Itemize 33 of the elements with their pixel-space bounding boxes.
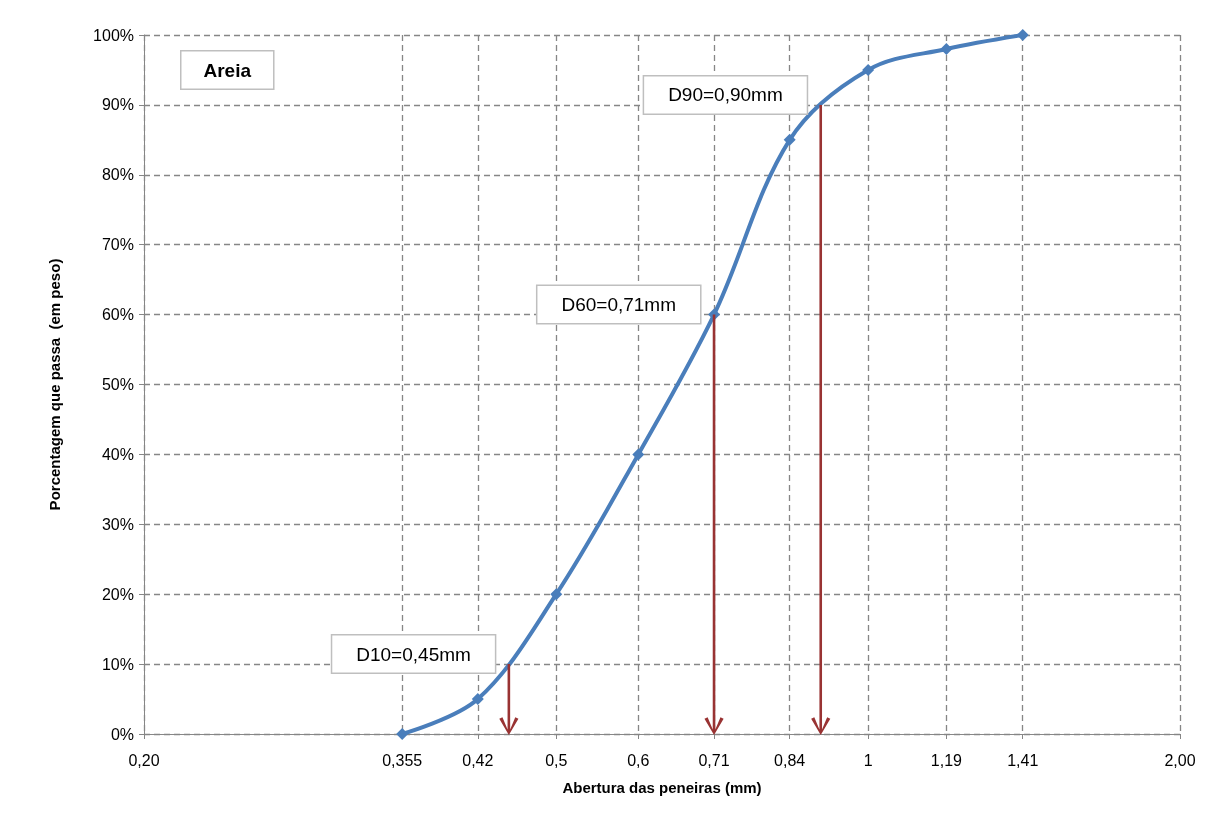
point: [396, 728, 409, 740]
annotation: D90=0,90mm: [668, 84, 783, 106]
y-axis-title: Porcentagem que passa (em peso): [46, 258, 63, 511]
x-tick-label: 0,5: [545, 751, 568, 769]
x-tick-label: 0,20: [128, 751, 160, 769]
annotation: D60=0,71mm: [561, 294, 677, 316]
y-tick-label: 70%: [101, 236, 134, 254]
x-tick-label: 1,41: [1007, 751, 1039, 769]
text: Areia: [203, 59, 252, 81]
y-tick-label: 80%: [101, 166, 134, 184]
point: [783, 133, 796, 146]
y-tick-label: 40%: [101, 445, 134, 463]
point: [550, 588, 563, 601]
y-tick-label: 30%: [101, 515, 134, 533]
y-tick-label: 50%: [101, 376, 134, 393]
y-tick-label: 0%: [110, 725, 134, 743]
x-tick-label: 0,6: [627, 751, 650, 769]
y-tick-label: 100%: [93, 26, 134, 44]
point: [940, 42, 953, 55]
annotation: D10=0,45mm: [356, 643, 471, 665]
x-tick-label: 0,355: [382, 751, 423, 769]
point: [862, 63, 875, 76]
y-tick-label: 90%: [101, 96, 134, 114]
y-tick-label: 10%: [101, 655, 134, 673]
x-tick-label: 1,19: [930, 751, 963, 769]
y-tick-label: 60%: [101, 306, 134, 324]
x-tick-label: 0,71: [698, 751, 730, 769]
x-tick-label: 0,42: [462, 751, 494, 769]
x-tick-label: 0,84: [774, 751, 806, 769]
x-tick-label: 1: [863, 751, 873, 769]
x-axis-title: Abertura das peneiras (mm): [562, 779, 762, 796]
x-tick-label: 2,00: [1164, 751, 1196, 769]
y-tick-label: 20%: [101, 585, 134, 603]
